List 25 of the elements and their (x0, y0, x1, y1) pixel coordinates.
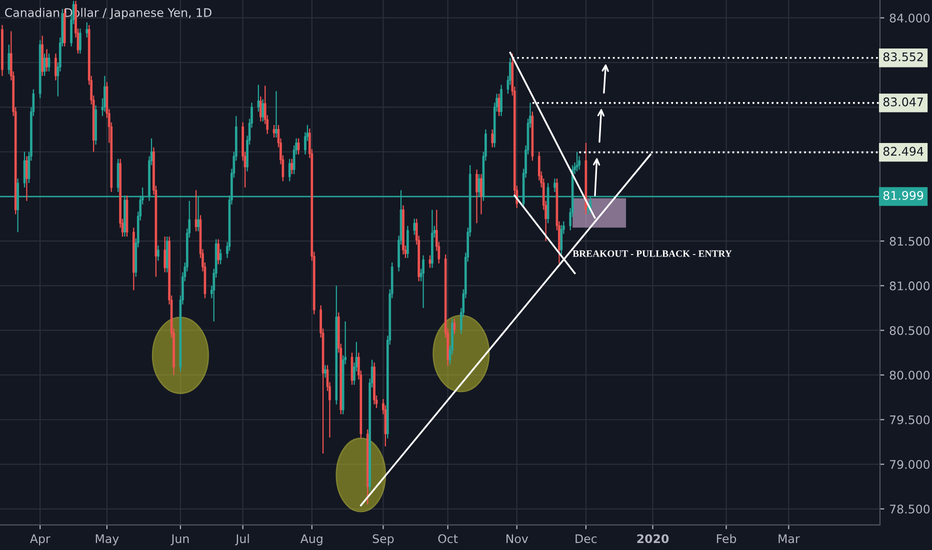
x-tick-label: Oct (438, 534, 458, 544)
x-tick-label: Apr (30, 534, 50, 546)
y-tick-label: 84.000 (890, 14, 930, 23)
x-tick-label: Mar (778, 534, 800, 544)
x-tick-label: Jun (170, 534, 189, 546)
ref-line-label: 81.999 (883, 191, 924, 200)
y-tick-label: 80.000 (890, 370, 930, 380)
y-tick-label: 79.500 (890, 415, 930, 424)
annotation: BREAKOUT - PULLBACK - ENTRY (572, 250, 732, 257)
x-tick-label: Sep (372, 534, 394, 546)
x-tick-label: 2020 (637, 534, 669, 544)
x-tick-label: Nov (506, 534, 528, 544)
y-tick-label: 80.500 (890, 326, 930, 335)
y-tick-label: 79.000 (890, 460, 930, 469)
y-tick-label: 81.500 (890, 236, 930, 246)
y-tick-label: 81.000 (890, 281, 930, 290)
x-tick-label: Feb (716, 534, 736, 544)
y-tick-label: 78.500 (890, 504, 930, 514)
data-label: 83.552 (883, 52, 923, 62)
x-tick-label: Dec (576, 534, 597, 544)
data-label: 82.494 (883, 146, 924, 156)
x-tick-label: May (96, 534, 119, 546)
data-label: 83.047 (883, 97, 923, 106)
x-tick-label: Aug (300, 534, 322, 546)
x-tick-label: Jul (235, 534, 249, 546)
